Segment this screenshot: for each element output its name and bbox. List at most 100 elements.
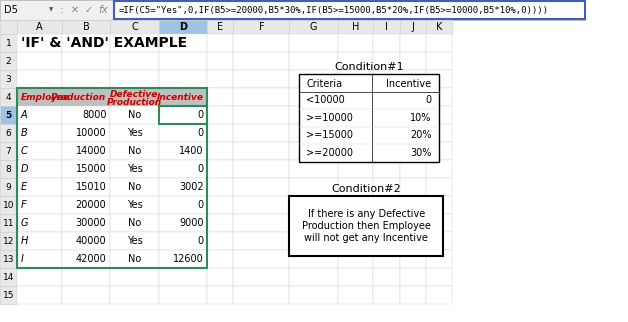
Bar	[62, 142, 110, 160]
Text: 10%: 10%	[410, 113, 431, 123]
Bar	[426, 214, 452, 232]
Bar	[62, 106, 110, 124]
Bar	[110, 232, 159, 250]
Text: 0: 0	[197, 128, 203, 138]
Bar	[374, 124, 399, 142]
Text: 1: 1	[6, 39, 11, 48]
Bar	[159, 232, 207, 250]
Text: C: C	[131, 22, 138, 32]
Bar	[290, 70, 338, 88]
Bar	[17, 160, 62, 178]
Text: Yes: Yes	[127, 236, 143, 246]
Bar	[159, 214, 207, 232]
Bar	[159, 214, 207, 232]
Text: Yes: Yes	[127, 200, 143, 210]
Bar	[159, 178, 207, 196]
Bar	[338, 20, 374, 34]
Bar	[17, 106, 62, 124]
Text: 0: 0	[197, 110, 203, 120]
Bar	[159, 160, 207, 178]
Bar	[290, 52, 338, 70]
Bar	[159, 106, 207, 124]
Bar	[0, 0, 587, 20]
Text: <10000: <10000	[306, 95, 345, 105]
Bar	[290, 286, 338, 304]
Text: E: E	[217, 22, 224, 32]
Bar	[207, 160, 234, 178]
Text: Condition#2: Condition#2	[332, 184, 401, 194]
Bar	[426, 232, 452, 250]
Bar	[159, 196, 207, 214]
Text: Production: Production	[107, 98, 162, 107]
Bar	[399, 20, 426, 34]
Text: Incentive: Incentive	[156, 92, 203, 101]
Bar	[290, 124, 338, 142]
Bar	[0, 88, 17, 106]
Bar	[290, 20, 338, 34]
Bar	[17, 34, 62, 52]
Text: 3: 3	[6, 74, 11, 83]
Bar	[399, 106, 426, 124]
Bar	[399, 160, 426, 178]
Text: :: :	[60, 5, 63, 15]
Bar	[110, 124, 159, 142]
Bar	[62, 250, 110, 268]
Bar	[17, 232, 62, 250]
Bar	[62, 250, 110, 268]
Bar	[62, 214, 110, 232]
Bar	[290, 196, 443, 256]
Bar	[290, 160, 338, 178]
Bar	[0, 124, 17, 142]
Text: I: I	[21, 254, 23, 264]
Bar	[290, 178, 338, 196]
Bar	[374, 268, 399, 286]
Text: ✕: ✕	[70, 5, 78, 15]
Text: 11: 11	[3, 219, 14, 228]
Bar	[234, 160, 290, 178]
Bar	[110, 88, 159, 106]
Text: Production: Production	[51, 92, 106, 101]
Bar	[207, 232, 234, 250]
Bar	[374, 88, 399, 106]
Text: G: G	[310, 22, 317, 32]
Text: G: G	[21, 218, 28, 228]
Bar	[374, 160, 399, 178]
Bar	[17, 178, 62, 196]
Bar	[290, 142, 338, 160]
Bar	[290, 34, 338, 52]
Bar	[114, 1, 585, 19]
Bar	[207, 106, 234, 124]
Bar	[110, 178, 159, 196]
Text: 15000: 15000	[76, 164, 106, 174]
Bar	[110, 160, 159, 178]
Text: No: No	[128, 182, 141, 192]
Bar	[17, 20, 62, 34]
Bar	[234, 124, 290, 142]
Bar	[17, 178, 62, 196]
Bar	[374, 214, 399, 232]
Bar	[338, 160, 374, 178]
Bar	[234, 70, 290, 88]
Bar	[290, 268, 338, 286]
Bar	[234, 142, 290, 160]
Text: A: A	[36, 22, 43, 32]
Bar	[374, 178, 399, 196]
Text: H: H	[21, 236, 28, 246]
Bar	[110, 286, 159, 304]
Bar	[62, 124, 110, 142]
Bar	[207, 250, 234, 268]
Bar	[374, 196, 399, 214]
Bar	[110, 250, 159, 268]
Text: ✓: ✓	[85, 5, 93, 15]
Bar	[374, 250, 399, 268]
Bar	[426, 250, 452, 268]
Bar	[0, 70, 17, 88]
Bar	[399, 178, 426, 196]
Bar	[207, 34, 234, 52]
Bar	[374, 70, 399, 88]
Bar	[338, 52, 374, 70]
Bar	[338, 196, 374, 214]
Bar	[17, 196, 62, 214]
Text: H: H	[352, 22, 359, 32]
Bar	[17, 196, 62, 214]
